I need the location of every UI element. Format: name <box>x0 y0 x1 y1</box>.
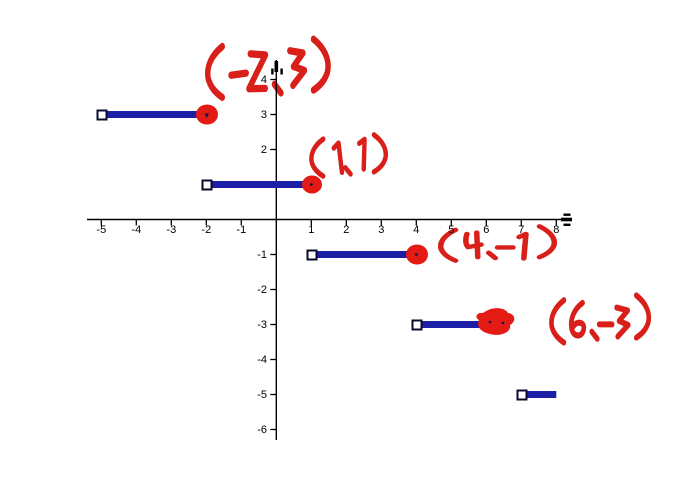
svg-text:3: 3 <box>378 224 384 236</box>
svg-text:4: 4 <box>413 224 419 236</box>
svg-text:-1: -1 <box>236 224 246 236</box>
svg-text:3: 3 <box>261 109 267 121</box>
svg-text:2: 2 <box>343 224 349 236</box>
svg-text:8: 8 <box>553 224 559 236</box>
svg-text:-5: -5 <box>96 224 106 236</box>
svg-text:-4: -4 <box>131 224 141 236</box>
svg-text:7: 7 <box>518 224 524 236</box>
svg-text:4: 4 <box>261 74 267 86</box>
svg-text:5: 5 <box>448 224 454 236</box>
svg-text:-5: -5 <box>257 389 267 401</box>
svg-text:2: 2 <box>261 144 267 156</box>
svg-text:-6: -6 <box>257 424 267 436</box>
svg-text:-1: -1 <box>257 249 267 261</box>
svg-text:1: 1 <box>308 224 314 236</box>
svg-text:-3: -3 <box>166 224 176 236</box>
svg-text:-3: -3 <box>257 319 267 331</box>
svg-text:6: 6 <box>483 224 489 236</box>
svg-text:-2: -2 <box>257 284 267 296</box>
svg-text:-2: -2 <box>201 224 211 236</box>
svg-text:-4: -4 <box>257 354 267 366</box>
